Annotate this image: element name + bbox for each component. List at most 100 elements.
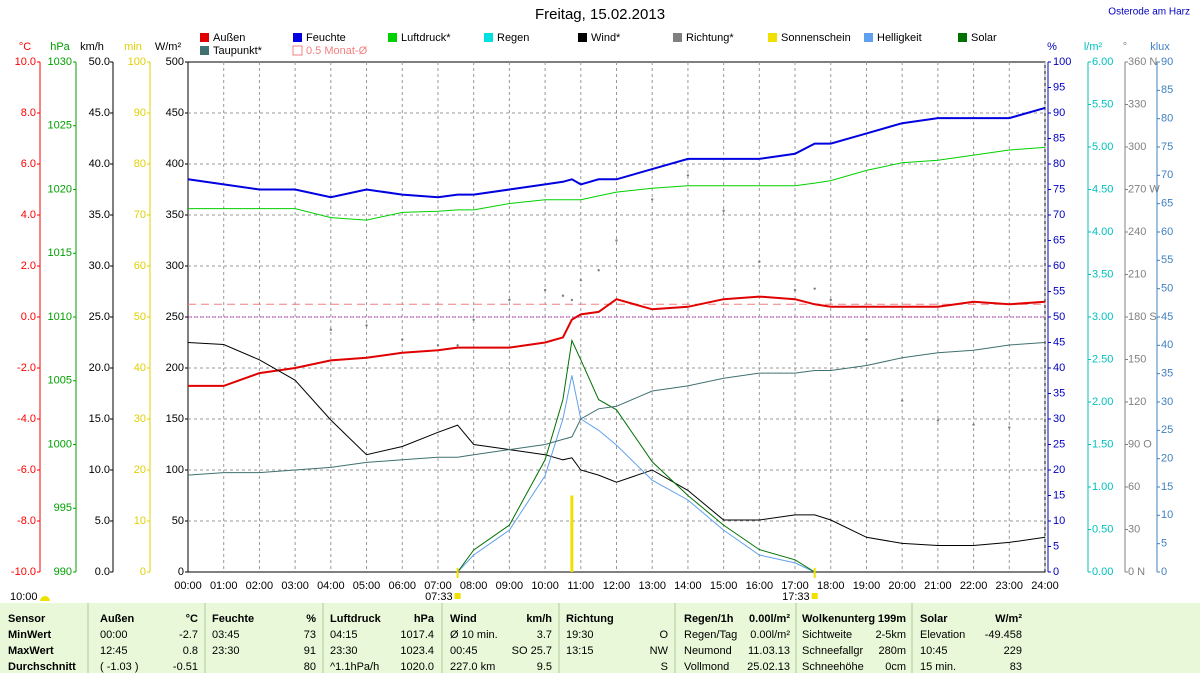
sun-dot — [454, 593, 461, 599]
y-tick-label: 330 — [1128, 98, 1146, 110]
sun-icon — [40, 596, 50, 601]
table-header: Wind — [450, 613, 477, 625]
direction-dot — [813, 287, 816, 290]
x-tick-label: 18:00 — [817, 580, 845, 592]
y-tick-label: 20 — [1053, 464, 1065, 476]
y-tick-label: 0.00 — [1092, 566, 1113, 578]
y-tick-label: 60 — [1128, 481, 1140, 493]
y-tick-label: 70 — [134, 209, 146, 221]
axis-unit: °C — [19, 41, 31, 53]
y-tick-label: 20.0 — [89, 362, 110, 374]
y-tick-label: 300 — [1128, 141, 1146, 153]
x-tick-label: 23:00 — [996, 580, 1024, 592]
x-tick-label: 16:00 — [746, 580, 774, 592]
y-tick-label: 270 W — [1128, 183, 1160, 195]
legend-label: Luftdruck* — [401, 32, 451, 44]
y-tick-label: 120 — [1128, 396, 1146, 408]
table-cell: 9.5 — [537, 661, 552, 673]
y-tick-label: 40 — [134, 362, 146, 374]
direction-dot — [1008, 426, 1011, 429]
legend-swatch — [768, 33, 777, 42]
legend-label: Wind* — [591, 32, 621, 44]
y-tick-label: 60 — [134, 260, 146, 272]
x-tick-label: 03:00 — [281, 580, 309, 592]
series-line — [457, 375, 815, 573]
y-tick-label: 85 — [1161, 84, 1173, 96]
y-tick-label: 90 O — [1128, 438, 1152, 450]
axis-unit: W/m² — [155, 41, 182, 53]
y-tick-label: 300 — [166, 260, 184, 272]
legend-swatch — [484, 33, 493, 42]
sunshine-bar — [570, 495, 574, 572]
table-cell: 13:15 — [566, 645, 594, 657]
x-tick-label: 17:00 — [781, 580, 809, 592]
x-tick-label: 05:00 — [353, 580, 381, 592]
y-tick-label: 50 — [1161, 283, 1173, 295]
y-tick-label: -10.0 — [11, 566, 36, 578]
x-tick-label: 12:00 — [603, 580, 631, 592]
table-cell: MaxWert — [8, 645, 54, 657]
y-tick-label: 55 — [1053, 285, 1065, 297]
y-tick-label: 35 — [1053, 387, 1065, 399]
axis-unit: % — [1047, 41, 1057, 53]
y-tick-label: 35.0 — [89, 209, 110, 221]
y-tick-label: 6.0 — [21, 158, 36, 170]
y-tick-label: 60 — [1053, 260, 1065, 272]
y-tick-label: 450 — [166, 107, 184, 119]
direction-dot — [651, 198, 654, 201]
y-tick-label: 400 — [166, 158, 184, 170]
table-cell: 00:45 — [450, 645, 478, 657]
table-cell: Schneefallgr — [802, 645, 863, 657]
y-tick-label: 1.50 — [1092, 438, 1113, 450]
legend-label: Feuchte — [306, 32, 346, 44]
y-tick-label: 30 — [1128, 523, 1140, 535]
table-panel — [0, 603, 1200, 673]
direction-dot — [329, 328, 333, 331]
table-cell: 12:45 — [100, 645, 128, 657]
y-tick-label: 50 — [1053, 311, 1065, 323]
series-line — [187, 342, 1046, 546]
y-tick-label: 4.00 — [1092, 226, 1113, 238]
legend-swatch — [292, 45, 303, 56]
table-cell: 227.0 km — [450, 661, 495, 673]
y-tick-label: -8.0 — [17, 515, 36, 527]
y-tick-label: 200 — [166, 362, 184, 374]
y-tick-label: 2.00 — [1092, 396, 1113, 408]
y-tick-label: 90 — [1053, 107, 1065, 119]
direction-dot — [293, 363, 297, 367]
y-tick-label: 70 — [1161, 169, 1173, 181]
axis-unit: l/m² — [1084, 41, 1103, 53]
table-cell: 25.02.13 — [747, 661, 790, 673]
legend-swatch — [673, 33, 682, 42]
y-tick-label: 40 — [1053, 362, 1065, 374]
y-tick-label: 100 — [166, 464, 184, 476]
legend-swatch — [864, 33, 873, 42]
y-tick-label: 20 — [1161, 453, 1173, 465]
direction-dot — [936, 419, 940, 422]
table-header: 199m — [878, 613, 906, 625]
y-tick-label: -2.0 — [17, 362, 36, 374]
y-tick-label: 65 — [1053, 234, 1065, 246]
y-tick-label: 25 — [1053, 438, 1065, 450]
y-tick-label: 80 — [134, 158, 146, 170]
direction-dot — [972, 423, 975, 426]
table-header: Richtung — [566, 613, 614, 625]
axis-unit: min — [124, 41, 142, 53]
sun-time: 07:33 — [425, 591, 453, 603]
x-tick-label: 06:00 — [388, 580, 416, 592]
table-cell: NW — [650, 645, 669, 657]
y-tick-label: 240 — [1128, 226, 1146, 238]
direction-dot — [401, 338, 404, 341]
legend-swatch — [388, 33, 397, 42]
y-tick-label: 45 — [1053, 336, 1065, 348]
y-tick-label: 3.50 — [1092, 268, 1113, 280]
y-tick-label: 1015 — [48, 247, 72, 259]
y-tick-label: 80 — [1161, 113, 1173, 125]
y-tick-label: 5.00 — [1092, 141, 1113, 153]
direction-dot — [829, 298, 832, 302]
series-line — [457, 338, 815, 573]
direction-dot — [686, 174, 690, 177]
y-tick-label: 0 — [1161, 566, 1167, 578]
table-cell: 23:30 — [330, 645, 358, 657]
table-cell: Sichtweite — [802, 629, 852, 641]
